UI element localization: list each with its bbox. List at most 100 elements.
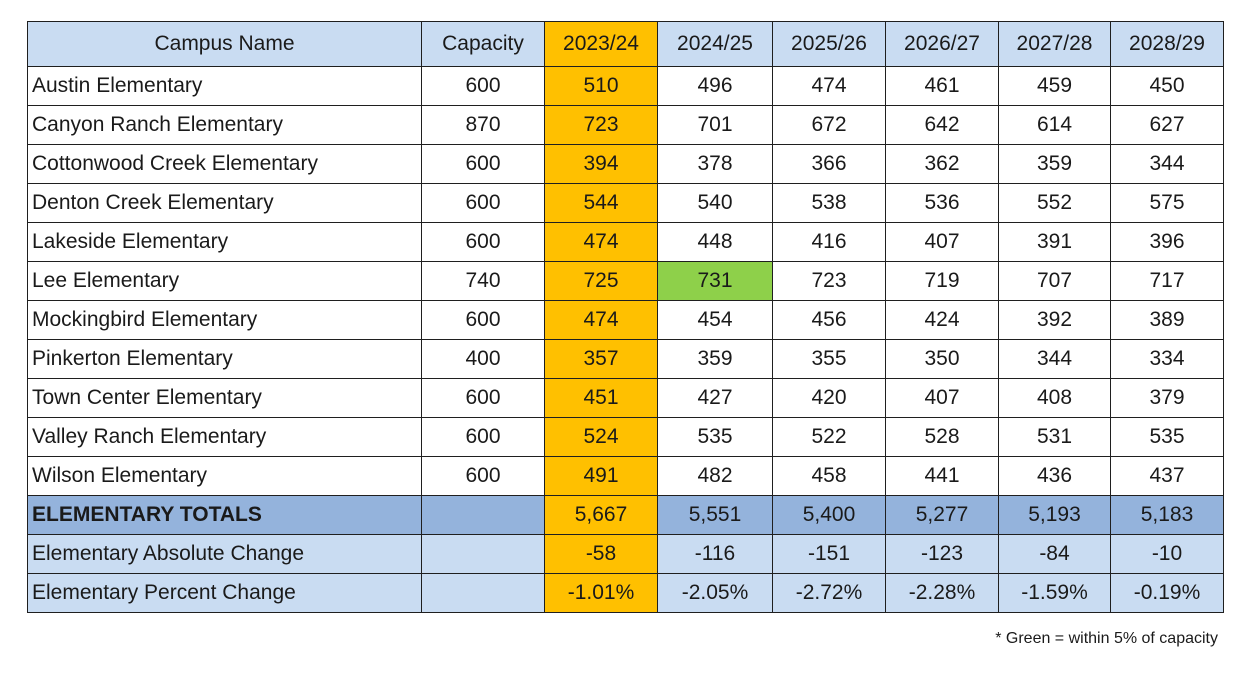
enrollment-cell: 408 xyxy=(998,378,1111,418)
enrollment-cell: 456 xyxy=(772,300,886,340)
capacity-cell: 600 xyxy=(421,417,545,457)
enrollment-cell: 394 xyxy=(544,144,658,184)
enrollment-cell: 725 xyxy=(544,261,658,301)
campus-name: Lakeside Elementary xyxy=(27,222,422,262)
enrollment-cell: 461 xyxy=(885,66,999,106)
enrollment-cell: 614 xyxy=(998,105,1111,145)
table-row: Denton Creek Elementary 600 544 540 538 … xyxy=(27,183,1224,223)
enrollment-cell: 540 xyxy=(657,183,773,223)
enrollment-cell: 482 xyxy=(657,456,773,496)
enrollment-cell: 451 xyxy=(544,378,658,418)
enrollment-cell: 528 xyxy=(885,417,999,457)
percent-change-cell: -2.05% xyxy=(657,573,773,613)
enrollment-cell: 450 xyxy=(1110,66,1224,106)
enrollment-cell: 355 xyxy=(772,339,886,379)
capacity-cell: 600 xyxy=(421,183,545,223)
table-row: Town Center Elementary 600 451 427 420 4… xyxy=(27,378,1224,418)
header-row: Campus Name Capacity 2023/24 2024/25 202… xyxy=(27,21,1224,67)
table-row: Lakeside Elementary 600 474 448 416 407 … xyxy=(27,222,1224,262)
enrollment-cell: 441 xyxy=(885,456,999,496)
enrollment-cell: 544 xyxy=(544,183,658,223)
enrollment-cell: 701 xyxy=(657,105,773,145)
enrollment-cell: 474 xyxy=(772,66,886,106)
enrollment-cell: 350 xyxy=(885,339,999,379)
capacity-cell: 870 xyxy=(421,105,545,145)
enrollment-cell: 379 xyxy=(1110,378,1224,418)
table-row: Lee Elementary 740 725 731 723 719 707 7… xyxy=(27,261,1224,301)
enrollment-cell: 474 xyxy=(544,300,658,340)
percent-change-capacity-cell xyxy=(421,573,545,613)
capacity-cell: 740 xyxy=(421,261,545,301)
enrollment-cell: 672 xyxy=(772,105,886,145)
header-2025-26: 2025/26 xyxy=(772,21,886,67)
enrollment-cell: 392 xyxy=(998,300,1111,340)
header-2023-24: 2023/24 xyxy=(544,21,658,67)
percent-change-row: Elementary Percent Change -1.01% -2.05% … xyxy=(27,573,1224,613)
campus-name: Cottonwood Creek Elementary xyxy=(27,144,422,184)
enrollment-cell: 723 xyxy=(772,261,886,301)
capacity-cell: 600 xyxy=(421,378,545,418)
totals-label: ELEMENTARY TOTALS xyxy=(27,495,422,535)
header-campus-name: Campus Name xyxy=(27,21,422,67)
totals-cell: 5,277 xyxy=(885,495,999,535)
percent-change-cell: -1.59% xyxy=(998,573,1111,613)
absolute-change-cell: -123 xyxy=(885,534,999,574)
percent-change-cell: -2.28% xyxy=(885,573,999,613)
percent-change-label: Elementary Percent Change xyxy=(27,573,422,613)
campus-name: Town Center Elementary xyxy=(27,378,422,418)
enrollment-cell: 458 xyxy=(772,456,886,496)
header-2028-29: 2028/29 xyxy=(1110,21,1224,67)
enrollment-cell: 474 xyxy=(544,222,658,262)
enrollment-cell: 459 xyxy=(998,66,1111,106)
absolute-change-cell: -84 xyxy=(998,534,1111,574)
enrollment-cell: 448 xyxy=(657,222,773,262)
enrollment-cell: 552 xyxy=(998,183,1111,223)
capacity-cell: 600 xyxy=(421,144,545,184)
table-row: Canyon Ranch Elementary 870 723 701 672 … xyxy=(27,105,1224,145)
campus-name: Austin Elementary xyxy=(27,66,422,106)
enrollment-cell: 717 xyxy=(1110,261,1224,301)
enrollment-cell: 427 xyxy=(657,378,773,418)
table-row: Austin Elementary 600 510 496 474 461 45… xyxy=(27,66,1224,106)
enrollment-cell: 496 xyxy=(657,66,773,106)
table-row: Wilson Elementary 600 491 482 458 441 43… xyxy=(27,456,1224,496)
enrollment-cell: 538 xyxy=(772,183,886,223)
enrollment-cell: 723 xyxy=(544,105,658,145)
enrollment-cell: 389 xyxy=(1110,300,1224,340)
table-row: Mockingbird Elementary 600 474 454 456 4… xyxy=(27,300,1224,340)
enrollment-cell: 436 xyxy=(998,456,1111,496)
enrollment-cell: 416 xyxy=(772,222,886,262)
totals-cell: 5,667 xyxy=(544,495,658,535)
totals-capacity-cell xyxy=(421,495,545,535)
enrollment-cell: 575 xyxy=(1110,183,1224,223)
totals-cell: 5,400 xyxy=(772,495,886,535)
enrollment-cell: 378 xyxy=(657,144,773,184)
enrollment-cell: 524 xyxy=(544,417,658,457)
enrollment-cell: 536 xyxy=(885,183,999,223)
capacity-cell: 600 xyxy=(421,222,545,262)
header-2026-27: 2026/27 xyxy=(885,21,999,67)
absolute-change-label: Elementary Absolute Change xyxy=(27,534,422,574)
table-row: Valley Ranch Elementary 600 524 535 522 … xyxy=(27,417,1224,457)
enrollment-cell: 535 xyxy=(1110,417,1224,457)
footnote: * Green = within 5% of capacity xyxy=(995,630,1218,647)
percent-change-cell: -1.01% xyxy=(544,573,658,613)
campus-name: Wilson Elementary xyxy=(27,456,422,496)
totals-cell: 5,183 xyxy=(1110,495,1224,535)
enrollment-cell: 707 xyxy=(998,261,1111,301)
enrollment-cell: 407 xyxy=(885,378,999,418)
campus-name: Denton Creek Elementary xyxy=(27,183,422,223)
enrollment-cell: 362 xyxy=(885,144,999,184)
percent-change-cell: -2.72% xyxy=(772,573,886,613)
absolute-change-cell: -151 xyxy=(772,534,886,574)
table-row: Cottonwood Creek Elementary 600 394 378 … xyxy=(27,144,1224,184)
enrollment-cell: 535 xyxy=(657,417,773,457)
enrollment-cell: 424 xyxy=(885,300,999,340)
enrollment-cell: 522 xyxy=(772,417,886,457)
enrollment-cell: 627 xyxy=(1110,105,1224,145)
header-capacity: Capacity xyxy=(421,21,545,67)
table-row: Pinkerton Elementary 400 357 359 355 350… xyxy=(27,339,1224,379)
enrollment-cell: 334 xyxy=(1110,339,1224,379)
absolute-change-cell: -116 xyxy=(657,534,773,574)
percent-change-cell: -0.19% xyxy=(1110,573,1224,613)
